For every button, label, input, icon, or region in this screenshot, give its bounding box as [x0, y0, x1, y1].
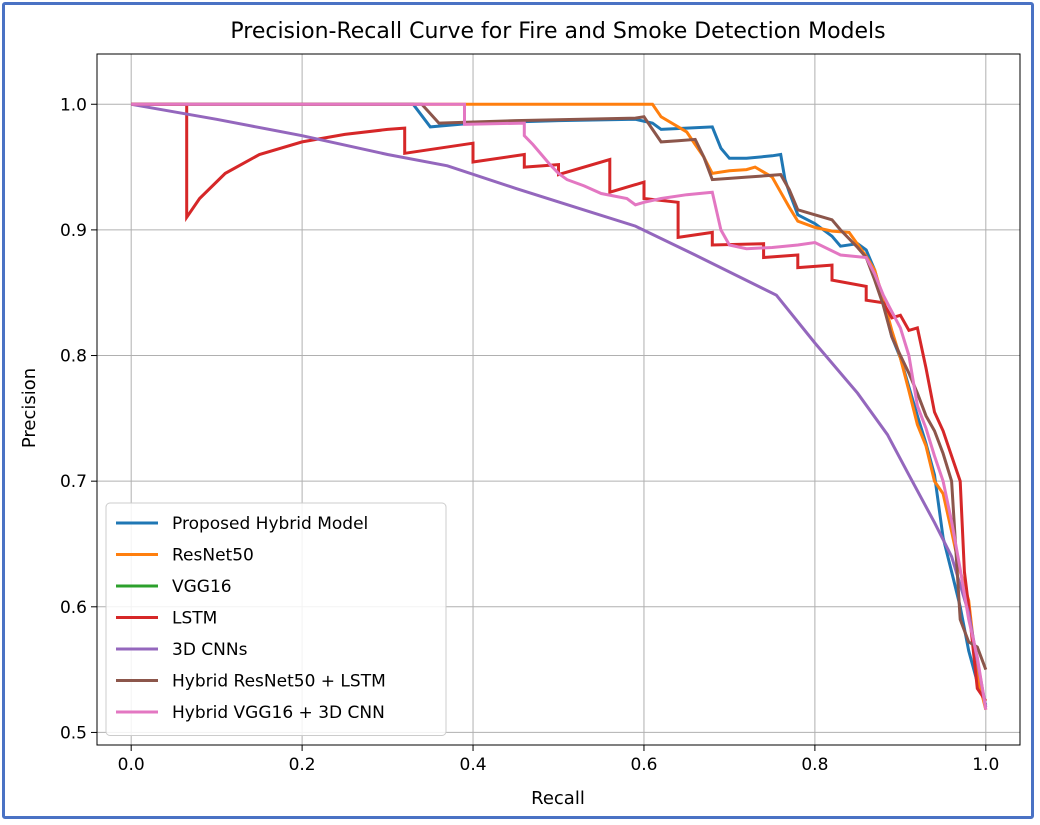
series-lines: [130, 102, 988, 711]
y-tick-label: 0.8: [60, 347, 87, 367]
x-tick-label: 1.0: [972, 755, 999, 775]
series-line-hybrid-resnet50-lstm: [131, 102, 988, 671]
legend-label-3d-cnns: 3D CNNs: [172, 640, 248, 660]
chart-title: Precision-Recall Curve for Fire and Smok…: [230, 19, 885, 44]
series-line-3d-cnns: [130, 102, 988, 708]
legend-box: [105, 502, 447, 736]
legend-label-resnet50: ResNet50: [172, 546, 254, 566]
x-tick-label: 0.8: [801, 755, 828, 775]
x-tick-label: 0.6: [630, 755, 657, 775]
y-tick-label: 1.0: [60, 95, 87, 115]
x-tick-label: 0.0: [118, 755, 145, 775]
legend-label-hybrid-vgg16-3d-cnn: Hybrid VGG16 + 3D CNN: [172, 703, 385, 723]
legend-label-vgg16: VGG16: [172, 577, 232, 597]
y-tick-label: 0.6: [60, 598, 87, 618]
plot-area-border: [96, 53, 1021, 746]
y-tick-label: 0.9: [60, 221, 87, 241]
x-tick-label: 0.4: [460, 755, 487, 775]
x-tick-label: 0.2: [289, 755, 316, 775]
y-tick-label: 0.7: [60, 472, 87, 492]
y-axis-title: Precision: [19, 368, 40, 448]
axis-ticks: 0.0 0.2 0.4 0.6 0.8 1.0 0.5 0.6 0.7 0.8 0.9 1.0: [60, 95, 999, 775]
legend-label-proposed-hybrid-model: Proposed Hybrid Model: [172, 514, 368, 534]
series-line-hybrid-vgg16-3d-cnn: [131, 102, 988, 711]
series-line-lstm: [131, 102, 988, 702]
legend-label-hybrid-resnet50-lstm: Hybrid ResNet50 + LSTM: [172, 672, 386, 692]
y-tick-label: 0.5: [60, 723, 87, 743]
legend: Proposed Hybrid Model ResNet50 VGG16 LSTM 3D…: [105, 502, 447, 736]
x-axis-title: Recall: [531, 788, 585, 809]
legend-label-lstm: LSTM: [172, 609, 217, 629]
